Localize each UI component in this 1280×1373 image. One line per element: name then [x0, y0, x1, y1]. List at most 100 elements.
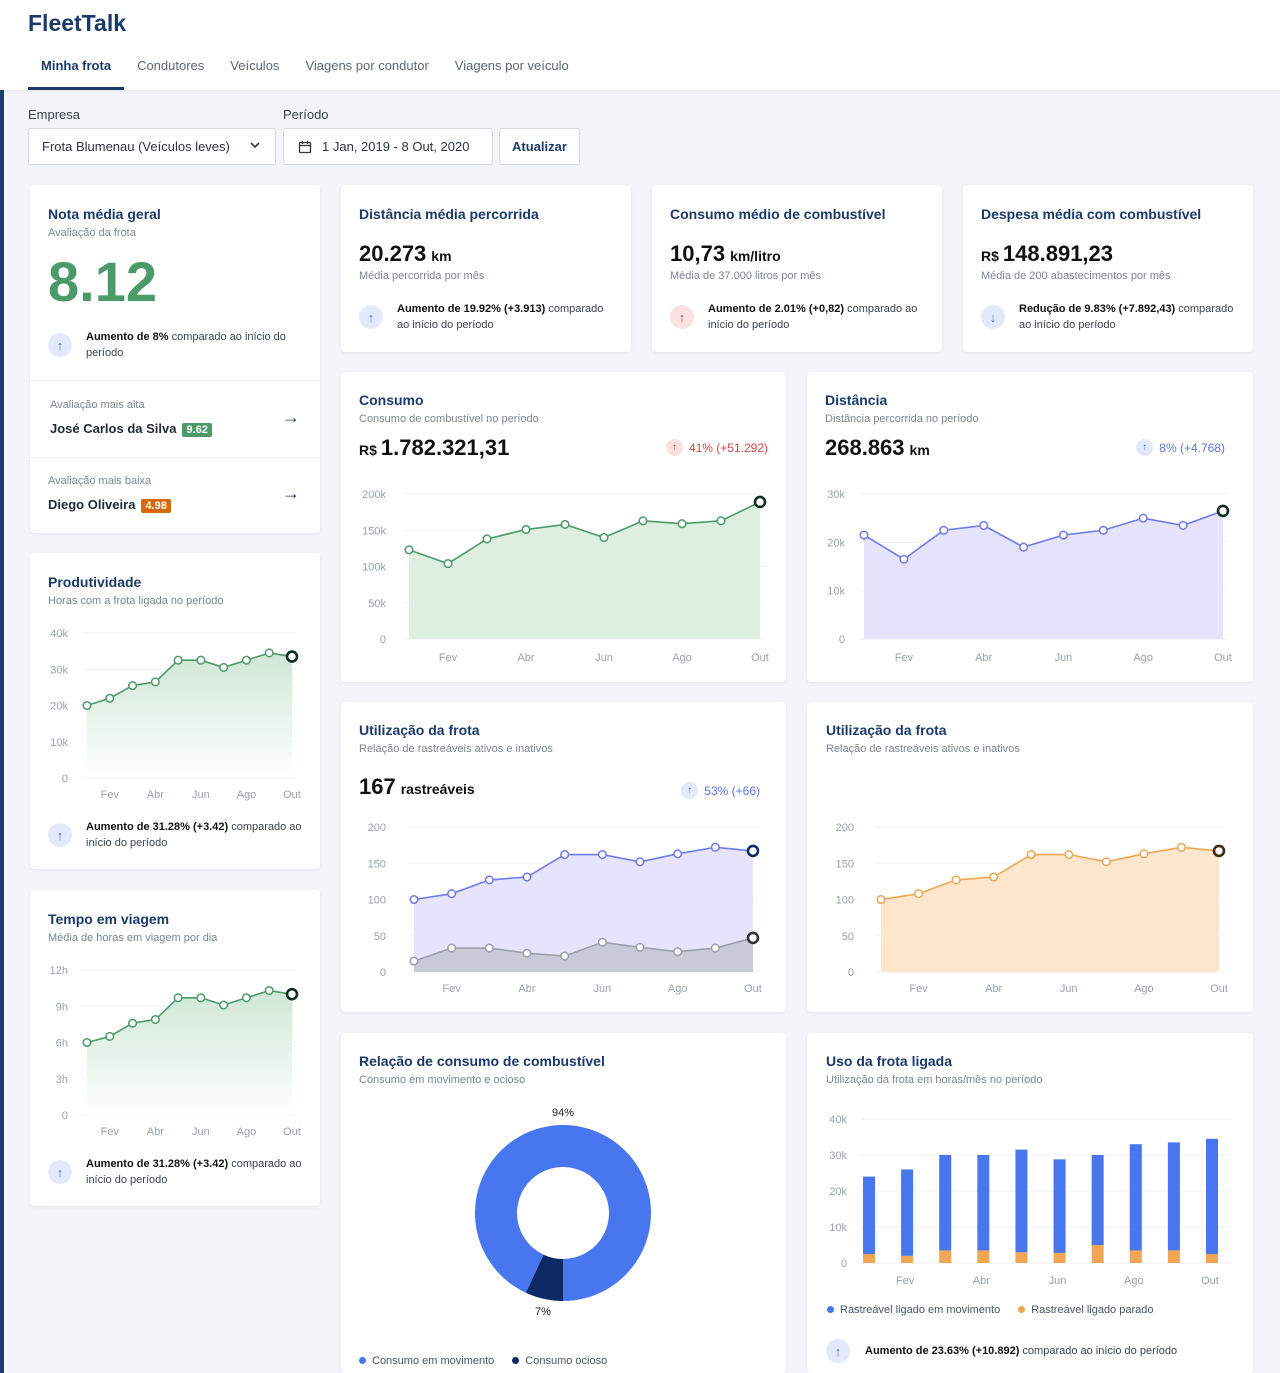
uso-chart: 0 10k 20k 30k 40k Fev Abr Jun Ago Out: [829, 1114, 1232, 1287]
data-point: [82, 700, 92, 711]
y-tick-label: 12h: [50, 965, 68, 977]
tab-condutores[interactable]: Condutores: [137, 58, 205, 73]
y-tick-label: 30k: [829, 1150, 847, 1162]
data-point: [673, 849, 683, 859]
periodo-value: 1 Jan, 2019 - 8 Out, 2020: [322, 139, 470, 154]
x-tick-label: Ago: [668, 983, 688, 995]
data-point: [914, 889, 924, 899]
kpi-value: 10,73 km/litro: [670, 241, 781, 266]
data-point: [560, 519, 570, 529]
legend-item: Consumo ocioso: [512, 1355, 607, 1367]
utilizacao-card-2: Utilização da frota Relação de rastreáve…: [807, 702, 1253, 1012]
data-point: [150, 677, 160, 687]
distancia-card: Distância Distância percorrida no períod…: [807, 372, 1253, 682]
bar-segment: [1167, 1250, 1180, 1263]
x-tick-label: Jun: [595, 652, 613, 664]
arrow-right-icon[interactable]: →: [282, 407, 300, 427]
arrow-up-icon: ↑: [359, 305, 383, 329]
relacao-legend: Consumo em movimento Consumo ocioso: [359, 1355, 607, 1367]
data-point: [1138, 513, 1148, 523]
x-tick-label: Out: [744, 983, 762, 995]
util1-subtitle: Relação de rastreáveis ativos e inativos: [359, 743, 553, 755]
kpi-delta: Redução de 9.83% (+7.892,43) comparado a…: [1019, 303, 1234, 331]
distancia-subtitle: Distância percorrida no período: [825, 413, 979, 425]
y-tick-label: 200: [368, 822, 386, 834]
data-point: [1101, 857, 1111, 867]
consumo-card: Consumo Consumo de combustível no períod…: [341, 372, 786, 682]
util1-change: ↑ 53% (+66): [681, 782, 760, 799]
data-point: [264, 985, 274, 996]
data-point: [1026, 850, 1036, 860]
kpi-card-distancia: Distância média percorrida 20.273 km Médi…: [341, 185, 631, 352]
empresa-select[interactable]: Frota Blumenau (Veículos leves): [28, 128, 276, 165]
kpi-subtitle: Média de 200 abastecimentos por mês: [981, 270, 1171, 282]
atualizar-button[interactable]: Atualizar: [499, 128, 580, 165]
series-area: [87, 990, 292, 1115]
bar-segment: [1206, 1254, 1218, 1263]
nota-title: Nota média geral: [48, 206, 161, 222]
data-point: [285, 987, 299, 1001]
bar-segment: [1091, 1245, 1104, 1263]
x-tick-label: Abr: [973, 1275, 990, 1287]
series-area: [414, 847, 753, 972]
data-point: [859, 530, 869, 540]
data-point: [597, 850, 607, 860]
bar-segment: [901, 1169, 914, 1256]
tab-veiculos[interactable]: Veículos: [230, 58, 280, 73]
data-point: [599, 532, 609, 543]
legend-item: Consumo em movimento: [359, 1355, 494, 1367]
distancia-value: 268.863 km: [825, 435, 930, 460]
data-point: [710, 842, 720, 852]
x-tick-label: Ago: [1124, 1275, 1144, 1287]
data-point: [128, 681, 138, 691]
util2-title: Utilização da frota: [826, 722, 947, 738]
nota-subtitle: Avaliação da frota: [48, 227, 136, 239]
series-line: [863, 510, 1224, 561]
tab-viagens-veiculo[interactable]: Viagens por veículo: [454, 58, 569, 73]
y-tick-label: 150: [368, 858, 386, 870]
x-tick-label: Out: [283, 1126, 301, 1138]
x-tick-label: Out: [1214, 652, 1232, 664]
series-line: [413, 846, 754, 901]
x-tick-label: Ago: [1134, 983, 1154, 995]
tab-minha-frota[interactable]: Minha frota: [28, 58, 125, 90]
y-tick-label: 3h: [56, 1074, 68, 1086]
arrow-right-icon[interactable]: →: [282, 483, 300, 503]
consumo-value: R$ 1.782.321,31: [359, 435, 510, 460]
low-row: Diego Oliveira 4.98: [48, 497, 171, 513]
slice-label: 7%: [535, 1306, 551, 1318]
data-point: [447, 943, 457, 953]
low-label: Avaliação mais baixa: [48, 475, 152, 487]
data-point: [219, 662, 229, 672]
data-point: [1098, 525, 1108, 535]
data-point: [638, 516, 648, 526]
bar-segment: [1129, 1144, 1142, 1251]
x-tick-label: Abr: [147, 1126, 164, 1138]
x-tick-label: Out: [1210, 983, 1228, 995]
produtividade-card: Produtividade Horas com a frota ligada n…: [30, 553, 320, 869]
util1-value: 167 rastreáveis: [359, 774, 475, 799]
y-tick-label: 20k: [50, 701, 68, 713]
low-name: Diego Oliveira: [48, 497, 136, 512]
y-tick-label: 40k: [829, 1114, 847, 1126]
y-tick-label: 20k: [829, 1186, 847, 1198]
tab-viagens-condutor[interactable]: Viagens por condutor: [305, 58, 429, 73]
data-point: [746, 844, 760, 858]
data-point: [447, 889, 457, 899]
series-area: [414, 937, 753, 972]
y-tick-label: 0: [841, 1258, 847, 1270]
util2-chart: 0 50 100 150 200 Fev Abr Jun Ago Out: [836, 822, 1228, 995]
data-point: [1139, 849, 1149, 859]
relacao-subtitle: Consumo em movimento e ocioso: [359, 1074, 526, 1086]
distancia-change: ↑ 8% (+4.768): [1136, 439, 1225, 456]
app-brand: FleetTalk: [28, 10, 126, 36]
periodo-picker[interactable]: 1 Jan, 2019 - 8 Out, 2020: [283, 128, 493, 165]
x-tick-label: Jun: [1049, 1275, 1067, 1287]
utilizacao-card-1: Utilização da frota Relação de rastreáve…: [341, 702, 786, 1012]
y-tick-label: 30k: [827, 489, 845, 501]
series-line: [408, 501, 761, 565]
nota-card: Nota média geral Avaliação da frota 8.12…: [30, 185, 320, 533]
nota-value: 8.12: [48, 250, 157, 313]
y-tick-label: 0: [380, 634, 386, 646]
util2-subtitle: Relação de rastreáveis ativos e inativos: [826, 743, 1020, 755]
